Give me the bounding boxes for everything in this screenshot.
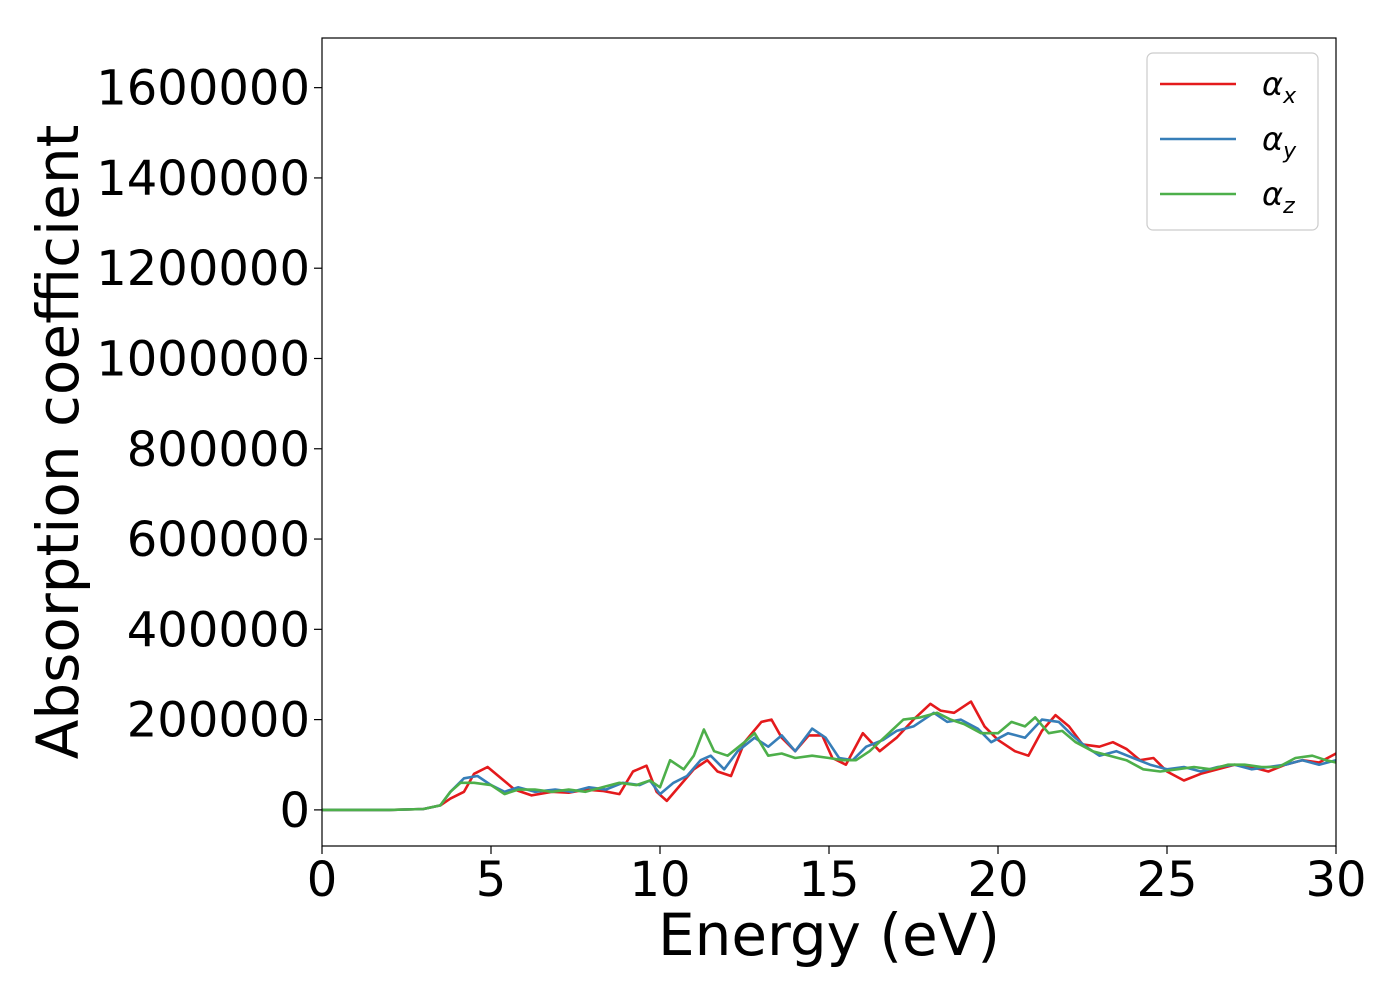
x-tick-label: 15	[798, 852, 859, 908]
y-tick-label: 400000	[127, 602, 310, 658]
y-tick-label: 800000	[127, 422, 310, 478]
y-tick-label: 1200000	[96, 241, 310, 297]
x-tick-label: 5	[476, 852, 507, 908]
x-tick-label: 20	[967, 852, 1028, 908]
x-tick-label: 25	[1136, 852, 1197, 908]
legend-label-y: αy	[1262, 120, 1297, 164]
series-layer	[322, 700, 1336, 812]
legend-symbol: α	[1262, 175, 1283, 213]
legend-subscript: z	[1282, 194, 1295, 219]
y-tick-label: 200000	[127, 693, 310, 749]
legend-label-x: αx	[1262, 65, 1297, 109]
y-tick-label: 1000000	[96, 331, 310, 387]
legend-box	[1146, 52, 1319, 231]
y-tick-label: 1400000	[96, 151, 310, 207]
y-axis: 0 200000 400000 600000 800000 1000000 1200000 1…	[96, 61, 322, 839]
y-tick-label: 600000	[127, 512, 310, 568]
legend-subscript: x	[1282, 84, 1297, 109]
x-axis: 0 5 10 15 20 25 30	[307, 846, 1367, 908]
y-tick-label: 0	[279, 783, 310, 839]
legend-symbol: α	[1262, 120, 1283, 158]
y-tick-label: 1600000	[96, 61, 310, 117]
legend-label-z: αz	[1262, 175, 1295, 219]
x-tick-label: 0	[307, 852, 338, 908]
x-tick-label: 30	[1305, 852, 1366, 908]
series-line-alpha-z	[322, 711, 1336, 812]
legend-subscript: y	[1282, 139, 1297, 164]
x-axis-label: Energy (eV)	[658, 901, 1000, 969]
legend-symbol: α	[1262, 65, 1283, 103]
x-tick-label: 10	[629, 852, 690, 908]
y-axis-label: Absorption coefficient	[24, 125, 92, 760]
